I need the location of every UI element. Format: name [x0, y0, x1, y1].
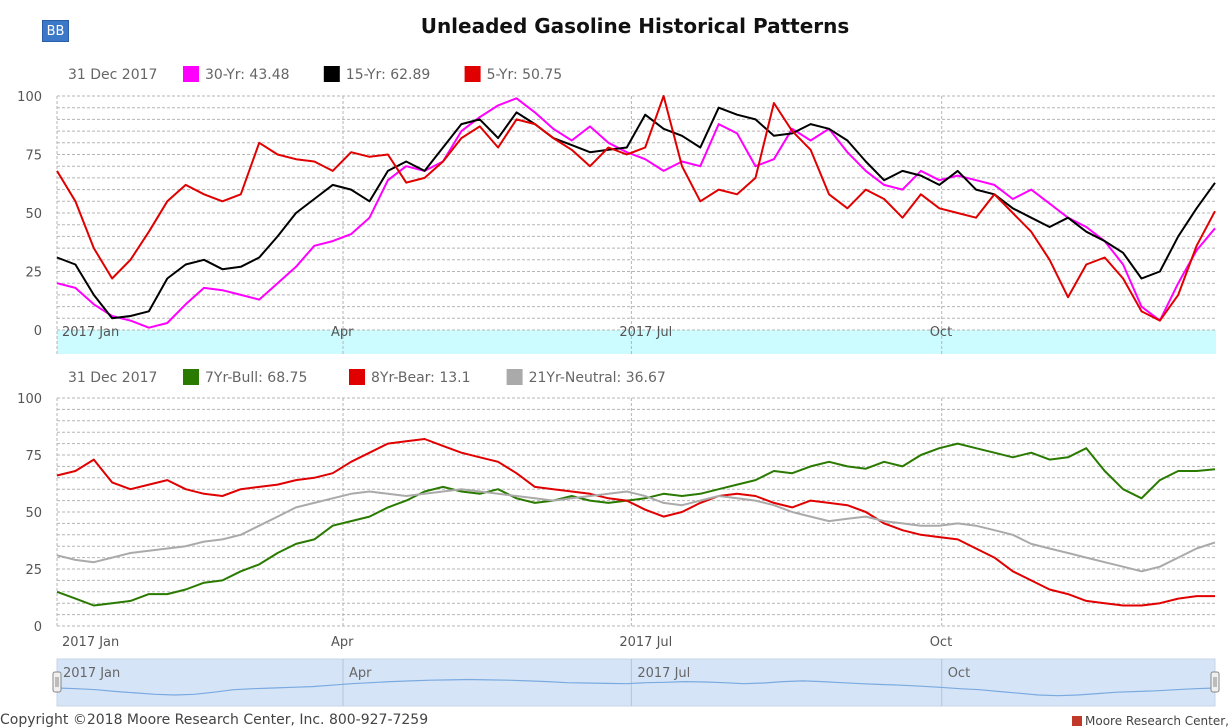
handle-grip — [52, 671, 62, 693]
top-series-line-5-yr — [56, 95, 1216, 322]
handle-grip — [1210, 671, 1220, 693]
bottom-y-tick-label: 100 — [17, 392, 42, 407]
bottom-x-tick-label: Oct — [930, 635, 952, 650]
bottom-y-tick-label: 75 — [25, 449, 42, 464]
navigator-x-label: 2017 Jul — [637, 666, 690, 681]
bottom-series-line-21yr-neutral — [56, 488, 1216, 573]
brand-footer: Moore Research Center, Inc. — [1072, 714, 1231, 728]
navigator-x-label: Apr — [349, 666, 372, 681]
bottom-series-line-8yr-bear — [56, 438, 1215, 607]
bottom-legend-swatch-8yr-bear — [349, 369, 365, 385]
brand-text: Moore Research Center, Inc. — [1085, 714, 1231, 728]
bottom-y-tick-label: 50 — [25, 506, 42, 521]
bottom-series-line-7yr-bull — [56, 442, 1216, 607]
top-zero-band — [57, 330, 1216, 354]
top-legend-swatch-30-yr — [183, 66, 199, 82]
bb-badge[interactable]: BB — [42, 20, 69, 42]
top-series-line-30-yr — [56, 97, 1216, 329]
top-y-tick-label: 75 — [25, 149, 42, 164]
bottom-legend-8yr-bear: 8Yr-Bear: 13.1 — [371, 370, 471, 386]
navigator-right-handle[interactable] — [1210, 671, 1220, 693]
top-legend-date: 31 Dec 2017 — [68, 67, 157, 83]
top-legend-30-yr: 30-Yr: 43.48 — [205, 67, 290, 83]
top-y-tick-label: 50 — [25, 207, 42, 222]
bottom-legend-swatch-21yr-neutral — [506, 369, 523, 385]
top-x-tick-label: Apr — [331, 325, 354, 340]
top-y-tick-label: 0 — [34, 324, 42, 339]
navigator-window — [56, 658, 1216, 707]
navigator-series-line — [56, 678, 1216, 697]
top-series-line-15-yr — [56, 106, 1216, 320]
top-y-tick-label: 100 — [17, 90, 42, 105]
bottom-x-tick-label: 2017 Jul — [619, 635, 672, 650]
bottom-y-tick-label: 0 — [34, 620, 42, 635]
top-legend-5-yr: 5-Yr: 50.75 — [487, 67, 563, 83]
bottom-x-tick-label: Apr — [331, 635, 354, 650]
top-x-tick-label: 2017 Jan — [62, 325, 119, 340]
top-legend-15-yr: 15-Yr: 62.89 — [346, 67, 431, 83]
navigator-x-label: Oct — [948, 666, 970, 681]
navigator-x-label: 2017 Jan — [63, 666, 120, 681]
bottom-y-tick-label: 25 — [25, 563, 42, 578]
top-legend-swatch-5-yr — [464, 66, 481, 82]
bottom-legend-21yr-neutral: 21Yr-Neutral: 36.67 — [529, 370, 666, 386]
top-x-tick-label: 2017 Jul — [619, 325, 672, 340]
bottom-legend-date: 31 Dec 2017 — [68, 370, 157, 386]
brand-logo-icon — [1072, 716, 1082, 726]
bottom-legend-swatch-7yr-bull — [183, 369, 199, 385]
top-y-tick-label: 25 — [25, 266, 42, 281]
bottom-legend-7yr-bull: 7Yr-Bull: 68.75 — [205, 370, 307, 386]
chart-title: Unleaded Gasoline Historical Patterns — [420, 14, 850, 38]
top-legend-swatch-15-yr — [323, 66, 340, 82]
copyright-text: Copyright ©2018 Moore Research Center, I… — [0, 712, 429, 728]
navigator-left-handle[interactable] — [52, 671, 62, 693]
top-x-tick-label: Oct — [930, 325, 952, 340]
bottom-x-tick-label: 2017 Jan — [62, 635, 119, 650]
